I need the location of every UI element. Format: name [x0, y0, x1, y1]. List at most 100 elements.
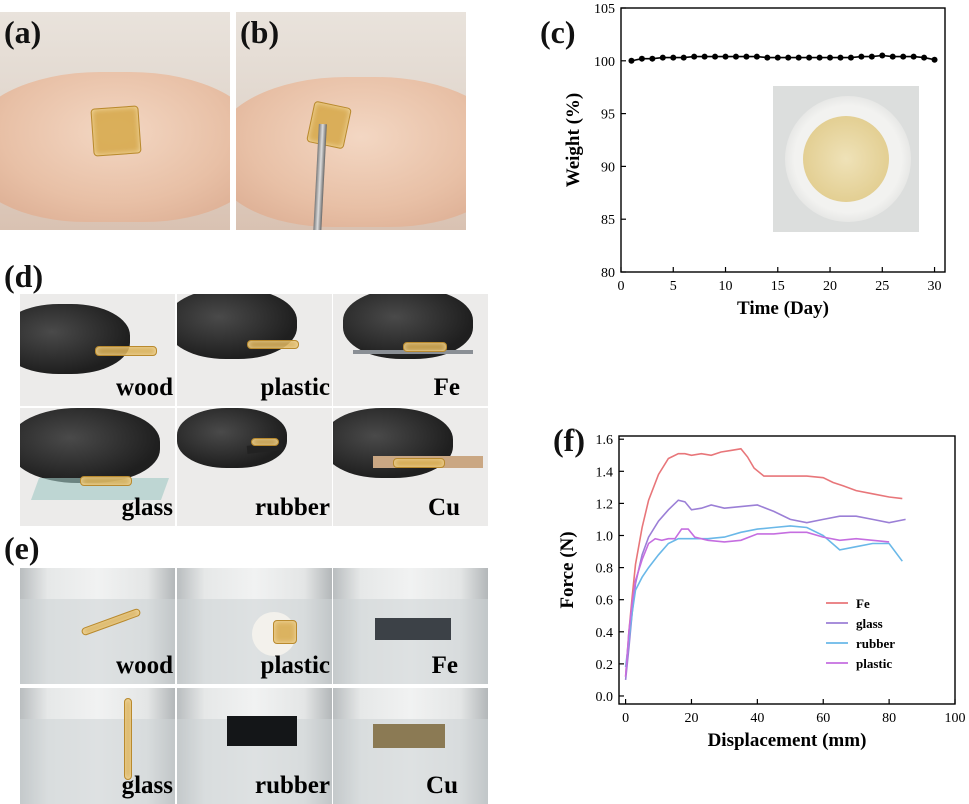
data-point — [889, 53, 896, 60]
fe-plate — [353, 350, 473, 354]
adhesion-tile-wood: wood — [20, 294, 175, 406]
water — [20, 719, 175, 804]
panel-label-b: (b) — [240, 14, 280, 50]
panel-label-e: (e) — [4, 530, 40, 566]
gel-sample — [95, 346, 157, 356]
y-tick-label: 105 — [594, 2, 615, 17]
y-tick-label: 0.8 — [596, 562, 614, 577]
data-point — [806, 54, 813, 61]
panel-label-a: (a) — [4, 14, 42, 50]
data-point — [827, 54, 834, 61]
series-line-glass — [624, 499, 906, 680]
photo-a-gel-on-hand — [0, 12, 230, 230]
adhesion-tile-glass: glass — [20, 408, 175, 526]
underwater-tile-cu: Cu — [333, 688, 488, 804]
y-tick-label: 1.6 — [596, 433, 614, 448]
gel-sample — [393, 458, 445, 468]
gel-sample — [80, 476, 132, 486]
x-tick-label: 80 — [882, 711, 896, 726]
x-tick-label: 40 — [750, 711, 764, 726]
underwater-tile-plastic: plastic — [177, 568, 332, 684]
rubber-plate — [227, 716, 297, 746]
underwater-tile-glass: glass — [20, 688, 175, 804]
y-tick-label: 85 — [601, 213, 615, 228]
y-tick-label: 0.4 — [596, 626, 614, 641]
tile-label: wood — [116, 652, 173, 679]
legend-label: rubber — [856, 636, 895, 651]
panel-label-f: (f) — [553, 422, 585, 458]
data-point — [879, 52, 886, 59]
x-axis-title: Time (Day) — [737, 298, 829, 319]
x-tick-label: 60 — [816, 711, 830, 726]
adhesion-tile-plastic: plastic — [177, 294, 332, 406]
data-point — [795, 54, 802, 61]
y-tick-label: 0.0 — [596, 690, 614, 705]
legend-label: plastic — [856, 656, 892, 671]
x-tick-label: 20 — [823, 279, 837, 294]
water — [20, 599, 175, 684]
x-tick-label: 0 — [618, 279, 625, 294]
hand-image — [236, 77, 466, 227]
x-tick-label: 25 — [875, 279, 889, 294]
tile-label: rubber — [255, 772, 330, 799]
gel-disc — [803, 116, 889, 202]
data-point — [764, 54, 771, 61]
data-point — [774, 54, 781, 61]
data-point — [638, 55, 645, 62]
x-tick-label: 15 — [771, 279, 785, 294]
x-tick-label: 0 — [622, 711, 629, 726]
panel-label-d: (d) — [4, 258, 44, 294]
glove-image — [20, 408, 160, 483]
data-point — [628, 57, 635, 64]
tile-label: glass — [121, 772, 173, 799]
plot-frame — [618, 435, 956, 705]
x-tick-label: 10 — [719, 279, 733, 294]
legend-label: Fe — [856, 596, 870, 611]
y-tick-label: 1.2 — [596, 497, 614, 512]
panel-label-c: (c) — [540, 14, 576, 50]
y-tick-label: 1.0 — [596, 529, 614, 544]
tile-label: plastic — [260, 652, 330, 679]
gel-in-dish-inset — [773, 86, 919, 232]
y-tick-label: 0.2 — [596, 658, 614, 673]
data-point — [670, 54, 677, 61]
y-axis-title: Force (N) — [557, 531, 578, 608]
glove-image — [177, 294, 297, 359]
y-tick-label: 90 — [601, 160, 615, 175]
glove-image — [20, 304, 130, 374]
fe-plate — [375, 618, 451, 640]
adhesion-tile-cu: Cu — [333, 408, 488, 526]
data-point — [743, 53, 750, 60]
x-tick-label: 100 — [945, 711, 966, 726]
data-point — [847, 54, 854, 61]
x-axis-title: Displacement (mm) — [708, 730, 867, 751]
data-point — [732, 53, 739, 60]
data-point — [753, 53, 760, 60]
data-point — [931, 56, 938, 63]
data-point — [691, 53, 698, 60]
data-point — [680, 54, 687, 61]
adhesion-tile-rubber: rubber — [177, 408, 332, 526]
data-point — [858, 53, 865, 60]
tile-label: Fe — [433, 374, 460, 401]
series-line-plastic — [624, 528, 890, 677]
legend-label: glass — [856, 616, 883, 631]
adhesion-tile-fe: Fe — [333, 294, 488, 406]
series-line — [631, 54, 935, 62]
underwater-tile-fe: Fe — [333, 568, 488, 684]
data-point — [649, 55, 656, 62]
gel-sample — [247, 340, 299, 349]
gel-sample — [251, 438, 279, 446]
series-line-rubber — [624, 525, 903, 668]
tile-label: Cu — [428, 494, 460, 521]
tile-label: Fe — [431, 652, 458, 679]
data-point — [701, 53, 708, 60]
y-tick-label: 95 — [601, 108, 615, 123]
gel-sample — [124, 698, 132, 780]
tile-label: Cu — [426, 772, 458, 799]
data-point — [921, 54, 928, 61]
y-tick-label: 100 — [594, 55, 615, 70]
data-point — [868, 53, 875, 60]
data-point — [722, 53, 729, 60]
y-axis-title: Weight (%) — [563, 93, 584, 187]
